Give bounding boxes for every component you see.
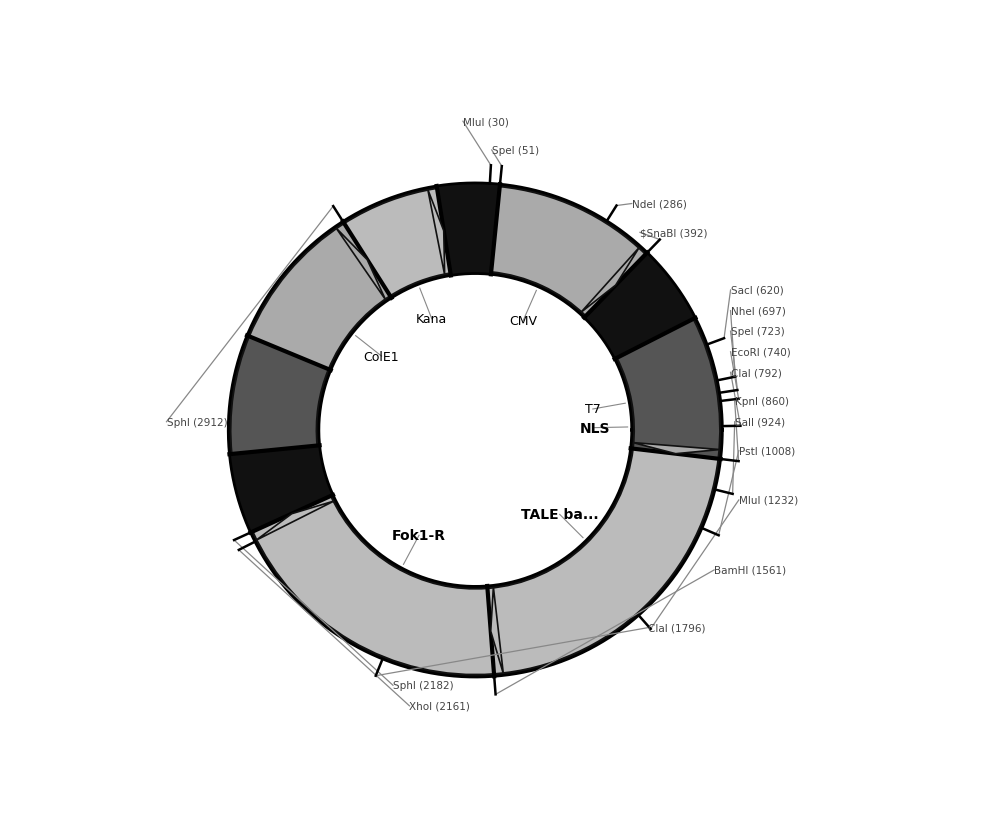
Text: SpeI (51): SpeI (51) — [492, 146, 539, 156]
Wedge shape — [618, 320, 719, 459]
Wedge shape — [345, 190, 450, 296]
Text: ColE1: ColE1 — [364, 350, 399, 363]
Text: EcoRI (740): EcoRI (740) — [731, 347, 790, 358]
Text: TALE ba...: TALE ba... — [521, 508, 599, 522]
Text: NdeI (286): NdeI (286) — [632, 200, 687, 209]
Text: Fok1-R: Fok1-R — [392, 528, 446, 542]
Polygon shape — [256, 502, 334, 541]
Text: XhoI (2161): XhoI (2161) — [409, 701, 470, 711]
Polygon shape — [491, 587, 503, 674]
Text: T7: T7 — [585, 403, 601, 416]
Text: SacI (620): SacI (620) — [731, 286, 783, 296]
Text: ClaI (1796): ClaI (1796) — [648, 623, 706, 633]
Text: MluI (30): MluI (30) — [463, 117, 509, 127]
Text: NheI (697): NheI (697) — [731, 306, 785, 316]
Text: BamHI (1561): BamHI (1561) — [714, 566, 786, 575]
Text: Kana: Kana — [416, 313, 447, 326]
Text: ClaI (792): ClaI (792) — [731, 368, 781, 378]
Wedge shape — [250, 225, 390, 369]
Text: PstI (1008): PstI (1008) — [739, 446, 795, 456]
Wedge shape — [232, 337, 328, 455]
Text: SpeI (723): SpeI (723) — [731, 327, 784, 337]
Polygon shape — [336, 229, 386, 301]
Text: KpnI (860): KpnI (860) — [735, 397, 789, 407]
Polygon shape — [633, 443, 720, 454]
Text: CMV: CMV — [509, 315, 537, 328]
Text: $SnaBI (392): $SnaBI (392) — [640, 228, 707, 238]
Text: SalI (924): SalI (924) — [735, 417, 785, 427]
Wedge shape — [491, 188, 645, 315]
Wedge shape — [488, 450, 717, 673]
Wedge shape — [254, 497, 494, 674]
Text: NLS: NLS — [579, 421, 610, 435]
Polygon shape — [581, 248, 639, 313]
Text: SphI (2912): SphI (2912) — [167, 417, 227, 427]
Text: MluI (1232): MluI (1232) — [739, 495, 798, 505]
Polygon shape — [428, 190, 445, 276]
Text: SphI (2182): SphI (2182) — [393, 681, 454, 691]
